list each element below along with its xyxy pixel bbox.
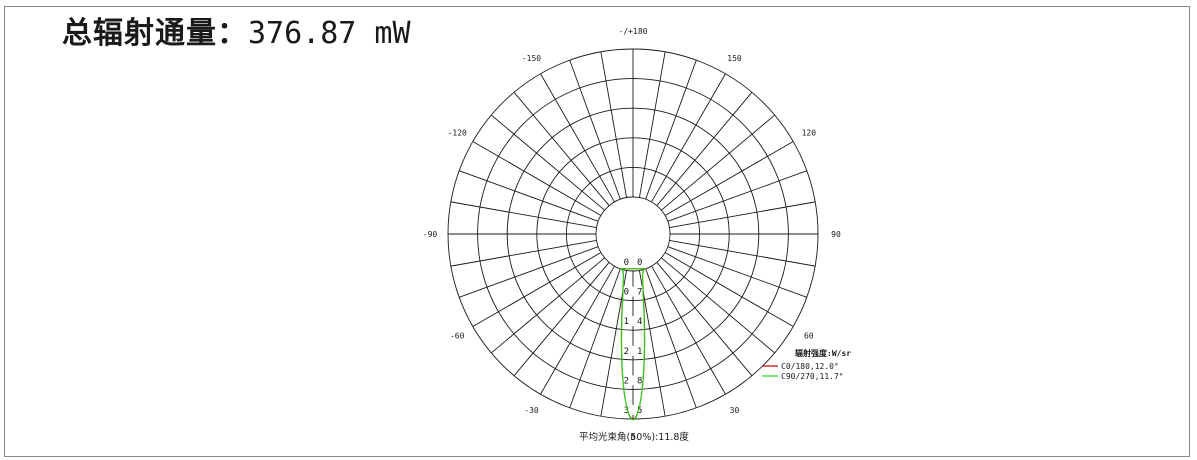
radial-tick-label-bg (623, 345, 643, 356)
series-line-c90-270 (620, 268, 646, 421)
grid-spoke (490, 257, 605, 354)
grid-spoke (645, 60, 697, 200)
angle-tick-label: 60 (804, 332, 814, 341)
radial-tick-label-int: 0 (624, 288, 629, 298)
grid-spoke (459, 170, 599, 222)
grid-spoke (645, 268, 697, 408)
grid-spoke (664, 141, 794, 216)
legend-entry: C0/180,12.0° (781, 362, 839, 371)
chart-frame (4, 6, 1190, 457)
grid-spoke (651, 73, 726, 203)
radial-tick-label-bg (623, 316, 643, 327)
grid-spoke (472, 141, 602, 216)
angle-tick-label: -150 (522, 54, 541, 63)
radial-tick-label-frac: 5 (637, 406, 642, 416)
radial-tick-label-frac: 1 (637, 347, 642, 357)
grid-spoke (569, 60, 621, 200)
page-title: 总辐射通量：376.87 mW (62, 14, 411, 54)
polar-grid (447, 48, 819, 420)
radial-tick-label-int: 3 (624, 406, 629, 416)
grid-spoke (664, 252, 794, 327)
radial-tick-label-int: 0 (624, 258, 629, 268)
beam-angle-footer: 平均光束角(50%):11.8度 (579, 431, 689, 443)
grid-spoke (656, 262, 753, 377)
grid-spoke (459, 246, 599, 298)
grid-spoke (656, 91, 753, 206)
radial-tick-label-int: 2 (624, 376, 629, 386)
radial-tick-label-bg (623, 286, 643, 297)
radial-tick-label-frac: 0 (637, 258, 642, 268)
grid-spoke (540, 265, 615, 395)
grid-spoke (450, 239, 597, 267)
grid-spoke (651, 265, 726, 395)
angle-tick-label: 30 (730, 406, 740, 415)
title-value: 376.87 mW (248, 16, 411, 51)
grid-spoke (600, 51, 628, 198)
grid-spoke (569, 268, 621, 408)
grid-spoke (669, 201, 816, 229)
radial-tick-label-bg (623, 375, 643, 386)
grid-spoke (667, 246, 807, 298)
radial-tick-label-frac: 4 (637, 317, 642, 327)
radial-tick-label-int: 2 (624, 347, 629, 357)
angle-tick-label: 90 (831, 230, 841, 239)
angle-tick-label: 120 (802, 129, 817, 138)
grid-spoke (450, 201, 597, 229)
legend-title: 辐射强度:W/sr (795, 348, 851, 358)
grid-spoke (661, 114, 776, 211)
angle-tick-label: -90 (423, 230, 438, 239)
angle-tick-label: -30 (524, 406, 539, 415)
grid-spoke (661, 257, 776, 354)
grid-spoke (638, 51, 666, 198)
angle-tick-label: 150 (727, 54, 742, 63)
grid-spoke (513, 262, 610, 377)
grid-spoke (669, 239, 816, 267)
grid-spoke (540, 73, 615, 203)
angle-tick-label: -60 (450, 332, 465, 341)
grid-spoke (490, 114, 605, 211)
radial-tick-label-frac: 8 (637, 376, 642, 386)
grid-spoke (513, 91, 610, 206)
radial-tick-label-int: 1 (624, 317, 629, 327)
legend-entry: C90/270,11.7° (781, 372, 844, 381)
radial-tick-label-bg (623, 405, 643, 415)
radial-tick-label-frac: 7 (637, 288, 642, 298)
grid-spoke (667, 170, 807, 222)
angle-tick-label: 0 (631, 433, 636, 442)
angle-tick-label: -/+180 (619, 27, 648, 36)
grid-spoke (472, 252, 602, 327)
legend: 辐射强度:W/sr C0/180,12.0°C90/270,11.7° (762, 348, 851, 381)
radial-tick-label-bg (623, 257, 643, 267)
title-label: 总辐射通量： (62, 16, 248, 51)
angle-tick-label: -120 (448, 129, 467, 138)
